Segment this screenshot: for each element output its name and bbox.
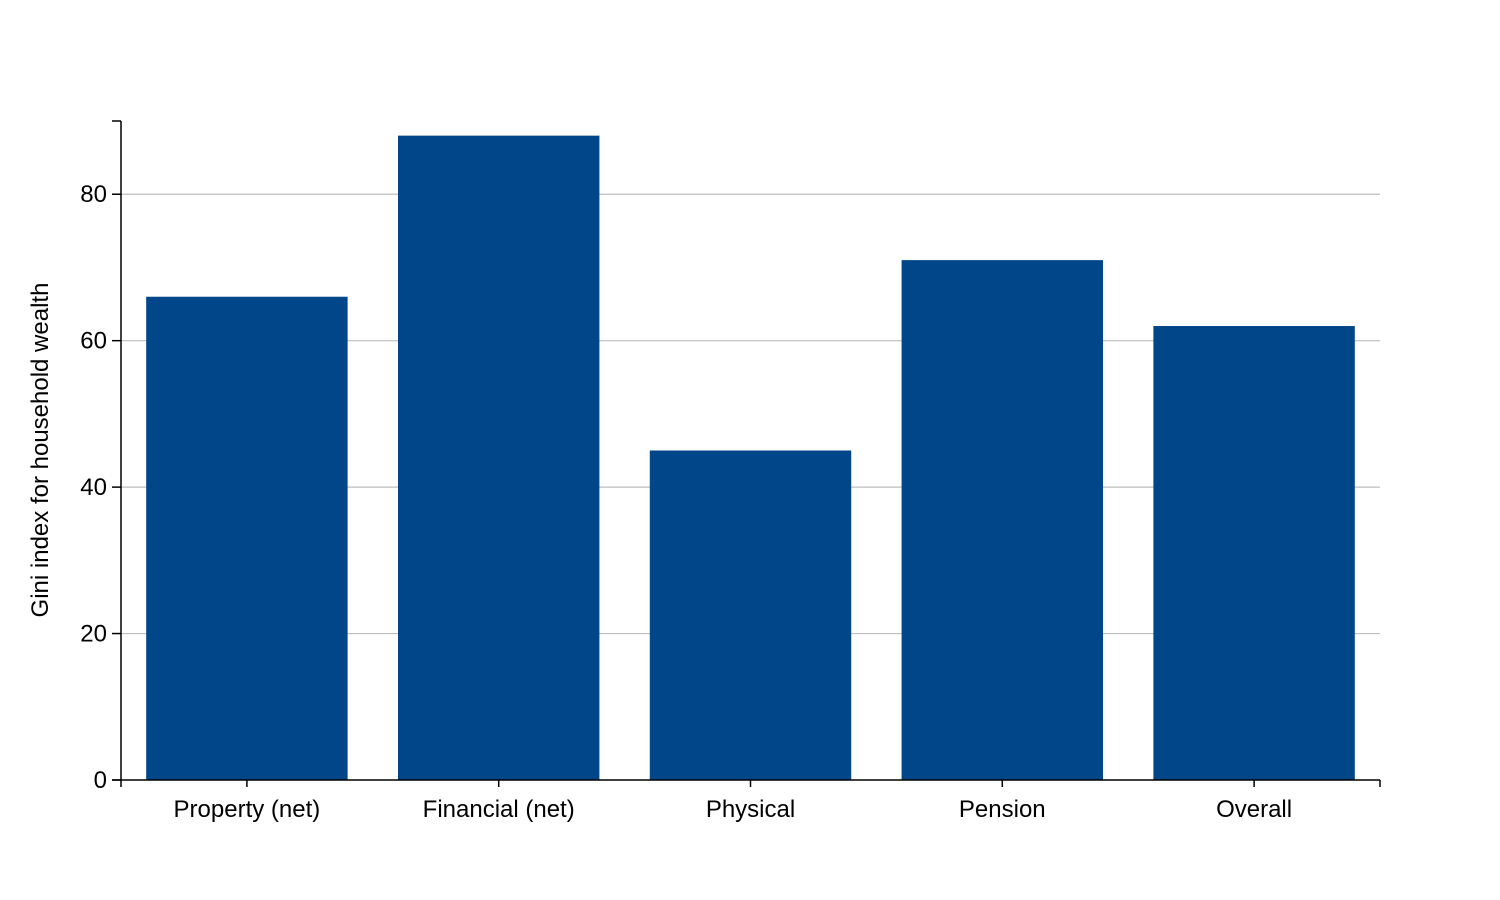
y-tick-label-4: 80 [80,181,107,208]
y-tick-label-3: 60 [80,328,107,355]
x-ticks: Property (net) Financial (net) Physical Pen… [174,780,1381,823]
bar-0 [146,296,348,780]
y-tick-label-0: 0 [94,767,107,794]
y-ticks: 0 20 40 60 80 [80,120,121,794]
bar-4 [1153,326,1355,780]
x-tick-label-0: Property (net) [174,796,321,823]
y-tick-label-1: 20 [80,621,107,648]
bar-2 [649,450,852,780]
bar-1 [397,135,600,781]
x-tick-label-3: Pension [959,796,1046,823]
axes [112,121,1380,787]
x-tick-label-1: Financial (net) [423,796,575,823]
bars [146,135,1355,781]
y-axis-title: Gini index for household wealth [27,283,54,618]
x-tick-label-4: Overall [1216,796,1292,823]
bar-3 [901,260,1104,781]
x-tick-label-2: Physical [706,796,795,823]
y-tick-label-2: 40 [80,474,107,501]
